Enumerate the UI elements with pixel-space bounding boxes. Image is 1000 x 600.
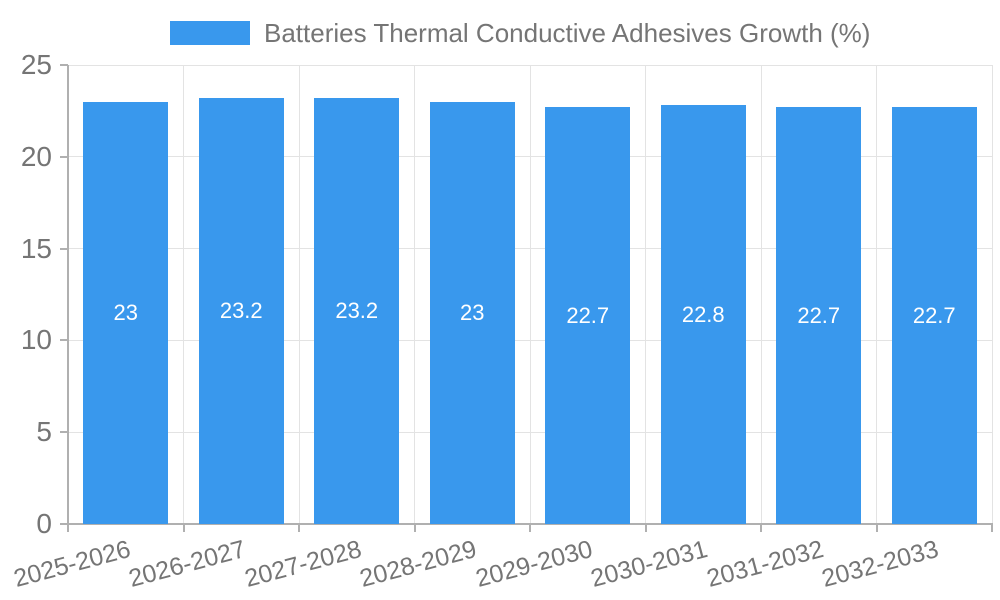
- bar-value-label: 23.2: [219, 298, 263, 324]
- bar-value-label: 23: [113, 299, 138, 325]
- y-axis-line: [67, 65, 69, 524]
- y-axis-label: 10: [20, 324, 52, 356]
- legend[interactable]: Batteries Thermal Conductive Adhesives G…: [170, 17, 871, 48]
- x-tick: [182, 524, 185, 532]
- y-tick: [60, 431, 68, 434]
- x-tick: [875, 524, 878, 532]
- y-tick: [60, 64, 68, 66]
- bar[interactable]: [314, 98, 400, 524]
- bar-value-label: 22.7: [566, 302, 610, 328]
- x-tick: [413, 524, 416, 532]
- bar[interactable]: [776, 107, 862, 524]
- bar-value-label: 23: [460, 299, 485, 325]
- legend-swatch-icon: [170, 21, 250, 45]
- x-gridline: [991, 65, 993, 524]
- y-axis-label: 25: [20, 49, 52, 80]
- x-tick: [760, 524, 762, 532]
- bar-value-label: 22.7: [912, 302, 956, 328]
- bar-value-label: 22.8: [681, 301, 725, 327]
- x-gridline: [876, 65, 877, 524]
- y-tick: [60, 339, 68, 342]
- bar[interactable]: [660, 105, 746, 524]
- x-gridline: [183, 65, 184, 524]
- x-tick: [644, 524, 647, 532]
- x-gridline: [298, 65, 300, 524]
- bar[interactable]: [429, 101, 515, 524]
- y-tick: [60, 523, 68, 525]
- bar[interactable]: [198, 98, 284, 524]
- x-gridline: [529, 65, 531, 524]
- x-gridline: [645, 65, 646, 524]
- x-gridline: [414, 65, 415, 524]
- y-axis-label: 15: [20, 232, 52, 264]
- y-axis-label: 5: [36, 416, 52, 448]
- bar[interactable]: [83, 101, 169, 524]
- bar[interactable]: [891, 107, 977, 524]
- y-tick: [60, 155, 68, 158]
- x-tick: [529, 524, 531, 532]
- y-tick: [60, 247, 68, 250]
- x-tick: [67, 524, 69, 532]
- x-axis-line: [68, 523, 993, 525]
- x-tick: [298, 524, 300, 532]
- bar-value-label: 23.2: [335, 298, 379, 324]
- bar[interactable]: [545, 107, 631, 524]
- x-gridline: [760, 65, 762, 524]
- legend-label: Batteries Thermal Conductive Adhesives G…: [264, 17, 871, 48]
- x-tick: [991, 524, 993, 532]
- bar-value-label: 22.7: [797, 302, 841, 328]
- y-axis-label: 0: [36, 508, 52, 539]
- y-axis-label: 20: [20, 140, 52, 172]
